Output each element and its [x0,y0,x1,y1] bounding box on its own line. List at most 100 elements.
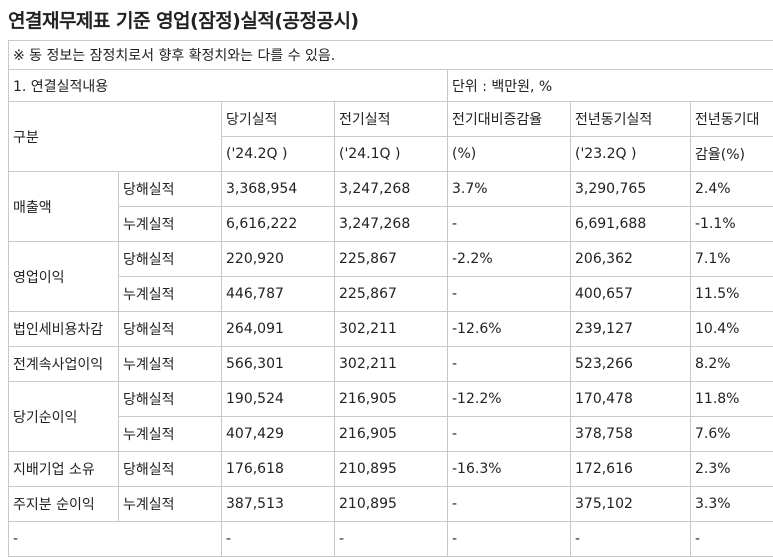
cell-previous: 225,867 [335,277,448,312]
empty-cell: - [571,522,691,557]
row-group-name: 주지분 순이익 [9,487,119,522]
cell-current: 387,513 [222,487,335,522]
cell-previous: 3,247,268 [335,172,448,207]
cell-current: 566,301 [222,347,335,382]
results-table: ※ 동 정보는 잠정치로서 향후 확정치와는 다를 수 있음. 1. 연결실적내… [8,40,773,557]
cell-qoq: -12.6% [448,312,571,347]
row-group-name: 지배기업 소유 [9,452,119,487]
cell-yoy-change: 2.4% [691,172,773,207]
cell-type: 당해실적 [119,452,222,487]
row-group-name: 매출액 [9,172,119,242]
cell-yoy: 206,362 [571,242,691,277]
cell-yoy-change: 2.3% [691,452,773,487]
cell-yoy: 378,758 [571,417,691,452]
notice-text: ※ 동 정보는 잠정치로서 향후 확정치와는 다를 수 있음. [9,41,773,70]
empty-cell: - [448,522,571,557]
cell-yoy: 170,478 [571,382,691,417]
cell-yoy-change: 7.6% [691,417,773,452]
row-group-name: 당기순이익 [9,382,119,452]
header-current-period: ('24.2Q ) [222,137,335,172]
page-title: 연결재무제표 기준 영업(잠정)실적(공정공시) [8,6,359,33]
cell-qoq: -16.3% [448,452,571,487]
header-yoy-period: ('23.2Q ) [571,137,691,172]
cell-qoq: - [448,347,571,382]
header-qoq-change: 전기대비증감율 [448,102,571,137]
cell-yoy-change: 11.8% [691,382,773,417]
cell-yoy-change: 7.1% [691,242,773,277]
cell-previous: 302,211 [335,312,448,347]
unit-label: 단위 : 백만원, % [448,70,773,102]
cell-yoy-change: -1.1% [691,207,773,242]
header-current: 당기실적 [222,102,335,137]
cell-current: 190,524 [222,382,335,417]
header-qoq-unit: (%) [448,137,571,172]
cell-type: 누계실적 [119,417,222,452]
cell-type: 누계실적 [119,487,222,522]
empty-cell: - [9,522,222,557]
cell-type: 누계실적 [119,277,222,312]
cell-yoy: 400,657 [571,277,691,312]
cell-qoq: -2.2% [448,242,571,277]
cell-type: 당해실적 [119,242,222,277]
cell-qoq: -12.2% [448,382,571,417]
cell-previous: 3,247,268 [335,207,448,242]
table-row: ------ [9,522,773,557]
cell-type: 누계실적 [119,347,222,382]
cell-yoy: 6,691,688 [571,207,691,242]
cell-current: 264,091 [222,312,335,347]
header-yoy-change: 전년동기대 [691,102,773,137]
cell-qoq: - [448,207,571,242]
row-group-name: 전계속사업이익 [9,347,119,382]
cell-yoy: 239,127 [571,312,691,347]
header-yoy-change-unit: 감율(%) [691,137,773,172]
empty-cell: - [335,522,448,557]
cell-current: 407,429 [222,417,335,452]
cell-yoy: 3,290,765 [571,172,691,207]
cell-yoy-change: 3.3% [691,487,773,522]
cell-current: 3,368,954 [222,172,335,207]
cell-type: 당해실적 [119,382,222,417]
cell-yoy-change: 8.2% [691,347,773,382]
cell-current: 446,787 [222,277,335,312]
cell-type: 당해실적 [119,312,222,347]
row-group-name: 영업이익 [9,242,119,312]
cell-current: 220,920 [222,242,335,277]
header-category: 구분 [9,102,222,172]
cell-yoy: 172,616 [571,452,691,487]
cell-previous: 210,895 [335,452,448,487]
cell-current: 6,616,222 [222,207,335,242]
section-label: 1. 연결실적내용 [9,70,448,102]
cell-qoq: - [448,417,571,452]
cell-yoy: 375,102 [571,487,691,522]
header-previous: 전기실적 [335,102,448,137]
cell-yoy-change: 10.4% [691,312,773,347]
cell-type: 당해실적 [119,172,222,207]
header-yoy: 전년동기실적 [571,102,691,137]
cell-current: 176,618 [222,452,335,487]
cell-yoy: 523,266 [571,347,691,382]
cell-qoq: - [448,487,571,522]
row-group-name: 법인세비용차감 [9,312,119,347]
cell-qoq: - [448,277,571,312]
cell-type: 누계실적 [119,207,222,242]
empty-cell: - [222,522,335,557]
cell-previous: 216,905 [335,382,448,417]
empty-cell: - [691,522,773,557]
header-previous-period: ('24.1Q ) [335,137,448,172]
cell-previous: 302,211 [335,347,448,382]
cell-qoq: 3.7% [448,172,571,207]
cell-yoy-change: 11.5% [691,277,773,312]
cell-previous: 210,895 [335,487,448,522]
cell-previous: 225,867 [335,242,448,277]
cell-previous: 216,905 [335,417,448,452]
